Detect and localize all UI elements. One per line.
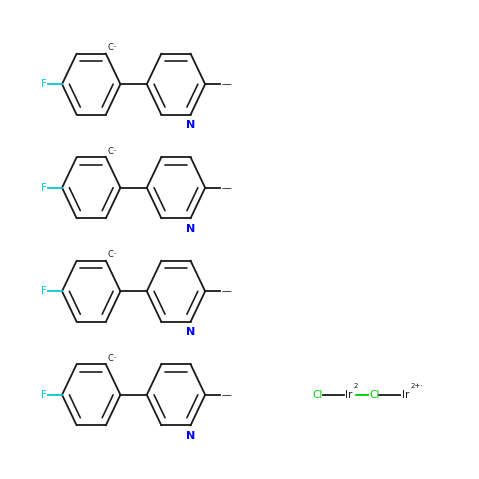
- Text: Cl: Cl: [312, 390, 323, 400]
- Text: C⁻: C⁻: [107, 251, 117, 259]
- Text: C⁻: C⁻: [107, 147, 117, 156]
- Text: 2: 2: [354, 383, 358, 389]
- Text: N: N: [186, 328, 195, 338]
- Text: C⁻: C⁻: [107, 43, 117, 52]
- Text: —: —: [221, 79, 231, 89]
- Text: —: —: [221, 390, 231, 400]
- Text: —: —: [221, 286, 231, 297]
- Text: Cl: Cl: [369, 390, 379, 400]
- Text: N: N: [186, 120, 195, 130]
- Text: N: N: [186, 224, 195, 234]
- Text: Ir: Ir: [345, 390, 353, 400]
- Text: Ir: Ir: [402, 390, 409, 400]
- Text: F: F: [41, 182, 46, 193]
- Text: —: —: [221, 182, 231, 193]
- Text: 2+·: 2+·: [411, 383, 423, 389]
- Text: F: F: [41, 390, 46, 400]
- Text: F: F: [41, 286, 46, 297]
- Text: F: F: [41, 79, 46, 89]
- Text: C⁻: C⁻: [107, 354, 117, 363]
- Text: N: N: [186, 431, 195, 441]
